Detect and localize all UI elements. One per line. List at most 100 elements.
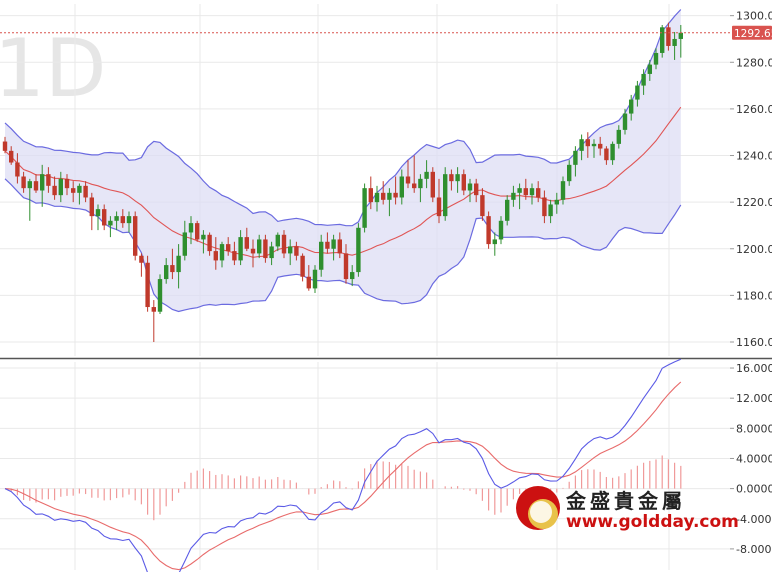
candle (114, 211, 119, 231)
candle (660, 24, 665, 58)
candle (139, 253, 144, 277)
candle (343, 244, 349, 284)
candle-body (288, 246, 293, 254)
candle-body (331, 239, 336, 249)
candle-body (560, 181, 566, 200)
candle (573, 146, 578, 177)
candle-body (52, 185, 57, 196)
price-axis: 1300.00 1280.00 1260.00 1240.00 1220.00 1200.… (730, 10, 772, 349)
candle (108, 216, 113, 238)
macd-tick-label: 0.0000 (736, 483, 772, 496)
candle-body (629, 99, 634, 114)
candle (393, 176, 398, 205)
candle (486, 211, 491, 249)
candle-body (461, 174, 466, 191)
candle-body (579, 139, 584, 151)
candle (585, 132, 590, 158)
candle (52, 176, 57, 200)
candle-body (46, 174, 51, 186)
candle-body (281, 234, 287, 254)
candle (145, 255, 150, 312)
candle-body (467, 183, 473, 191)
candle (58, 171, 63, 203)
candle (418, 174, 423, 203)
candle (430, 167, 435, 203)
candle-body (182, 232, 187, 256)
candle (176, 244, 181, 289)
candle (449, 169, 454, 191)
candle-body (207, 234, 212, 252)
candle (126, 211, 132, 233)
candle (567, 160, 572, 186)
candle (263, 234, 268, 263)
candle (412, 155, 417, 193)
candle-body (591, 143, 597, 147)
candle (604, 146, 609, 165)
candle (443, 167, 448, 221)
macd-line (4, 358, 682, 572)
candle-body (517, 188, 522, 193)
candle (151, 300, 156, 343)
candle-body (616, 129, 621, 144)
bollinger-fill (5, 9, 681, 312)
candle (207, 232, 212, 256)
candle-body (232, 251, 237, 261)
candle-body (511, 192, 516, 200)
candle (250, 239, 256, 268)
candle (467, 178, 473, 203)
price-tick-label: 1180.00 (736, 289, 772, 302)
candle (269, 241, 274, 266)
candle (312, 265, 318, 294)
candle-body (176, 255, 181, 273)
candle-body (368, 188, 373, 203)
candle-body (412, 183, 417, 189)
candle-body (275, 234, 280, 247)
candle-body (145, 262, 150, 308)
candle-body (89, 197, 94, 217)
bollinger-upper-line (4, 9, 682, 227)
candle (157, 274, 163, 315)
candle (71, 181, 76, 203)
candle-body (666, 27, 671, 46)
candle-body (269, 246, 274, 259)
macd-signal-line (4, 381, 682, 571)
candle (46, 167, 51, 193)
candle-body (188, 223, 194, 233)
candle-body (598, 143, 603, 149)
candle (647, 59, 652, 81)
candles (2, 22, 683, 343)
candle (275, 232, 280, 252)
bollinger-bands (4, 9, 682, 313)
candle-body (424, 171, 429, 179)
candle (213, 237, 218, 270)
candle (498, 216, 504, 245)
candle (560, 176, 566, 205)
candle-body (40, 174, 45, 191)
candle (591, 139, 597, 158)
candle-body (9, 150, 14, 163)
candle (133, 211, 138, 261)
candle-body (585, 139, 590, 147)
candle-body (362, 188, 367, 228)
candle-body (312, 269, 318, 289)
last-price-box (732, 25, 772, 40)
candle-body (195, 223, 200, 240)
candle (455, 167, 460, 193)
candle-body (263, 239, 268, 259)
candle (629, 94, 634, 121)
candle-body (418, 178, 423, 189)
candle-body (64, 178, 70, 189)
candle (374, 185, 380, 212)
macd-panel (4, 358, 682, 572)
candle-body (660, 27, 665, 53)
candle-body (498, 220, 504, 240)
macd-tick-label: -8.0000 (736, 543, 772, 556)
candle (170, 248, 175, 280)
logo-url: www.goldday.com (566, 512, 739, 532)
candle-body (300, 255, 305, 277)
candle-body (21, 176, 26, 189)
candle (598, 136, 603, 156)
candle (616, 125, 621, 149)
candle (83, 181, 88, 203)
